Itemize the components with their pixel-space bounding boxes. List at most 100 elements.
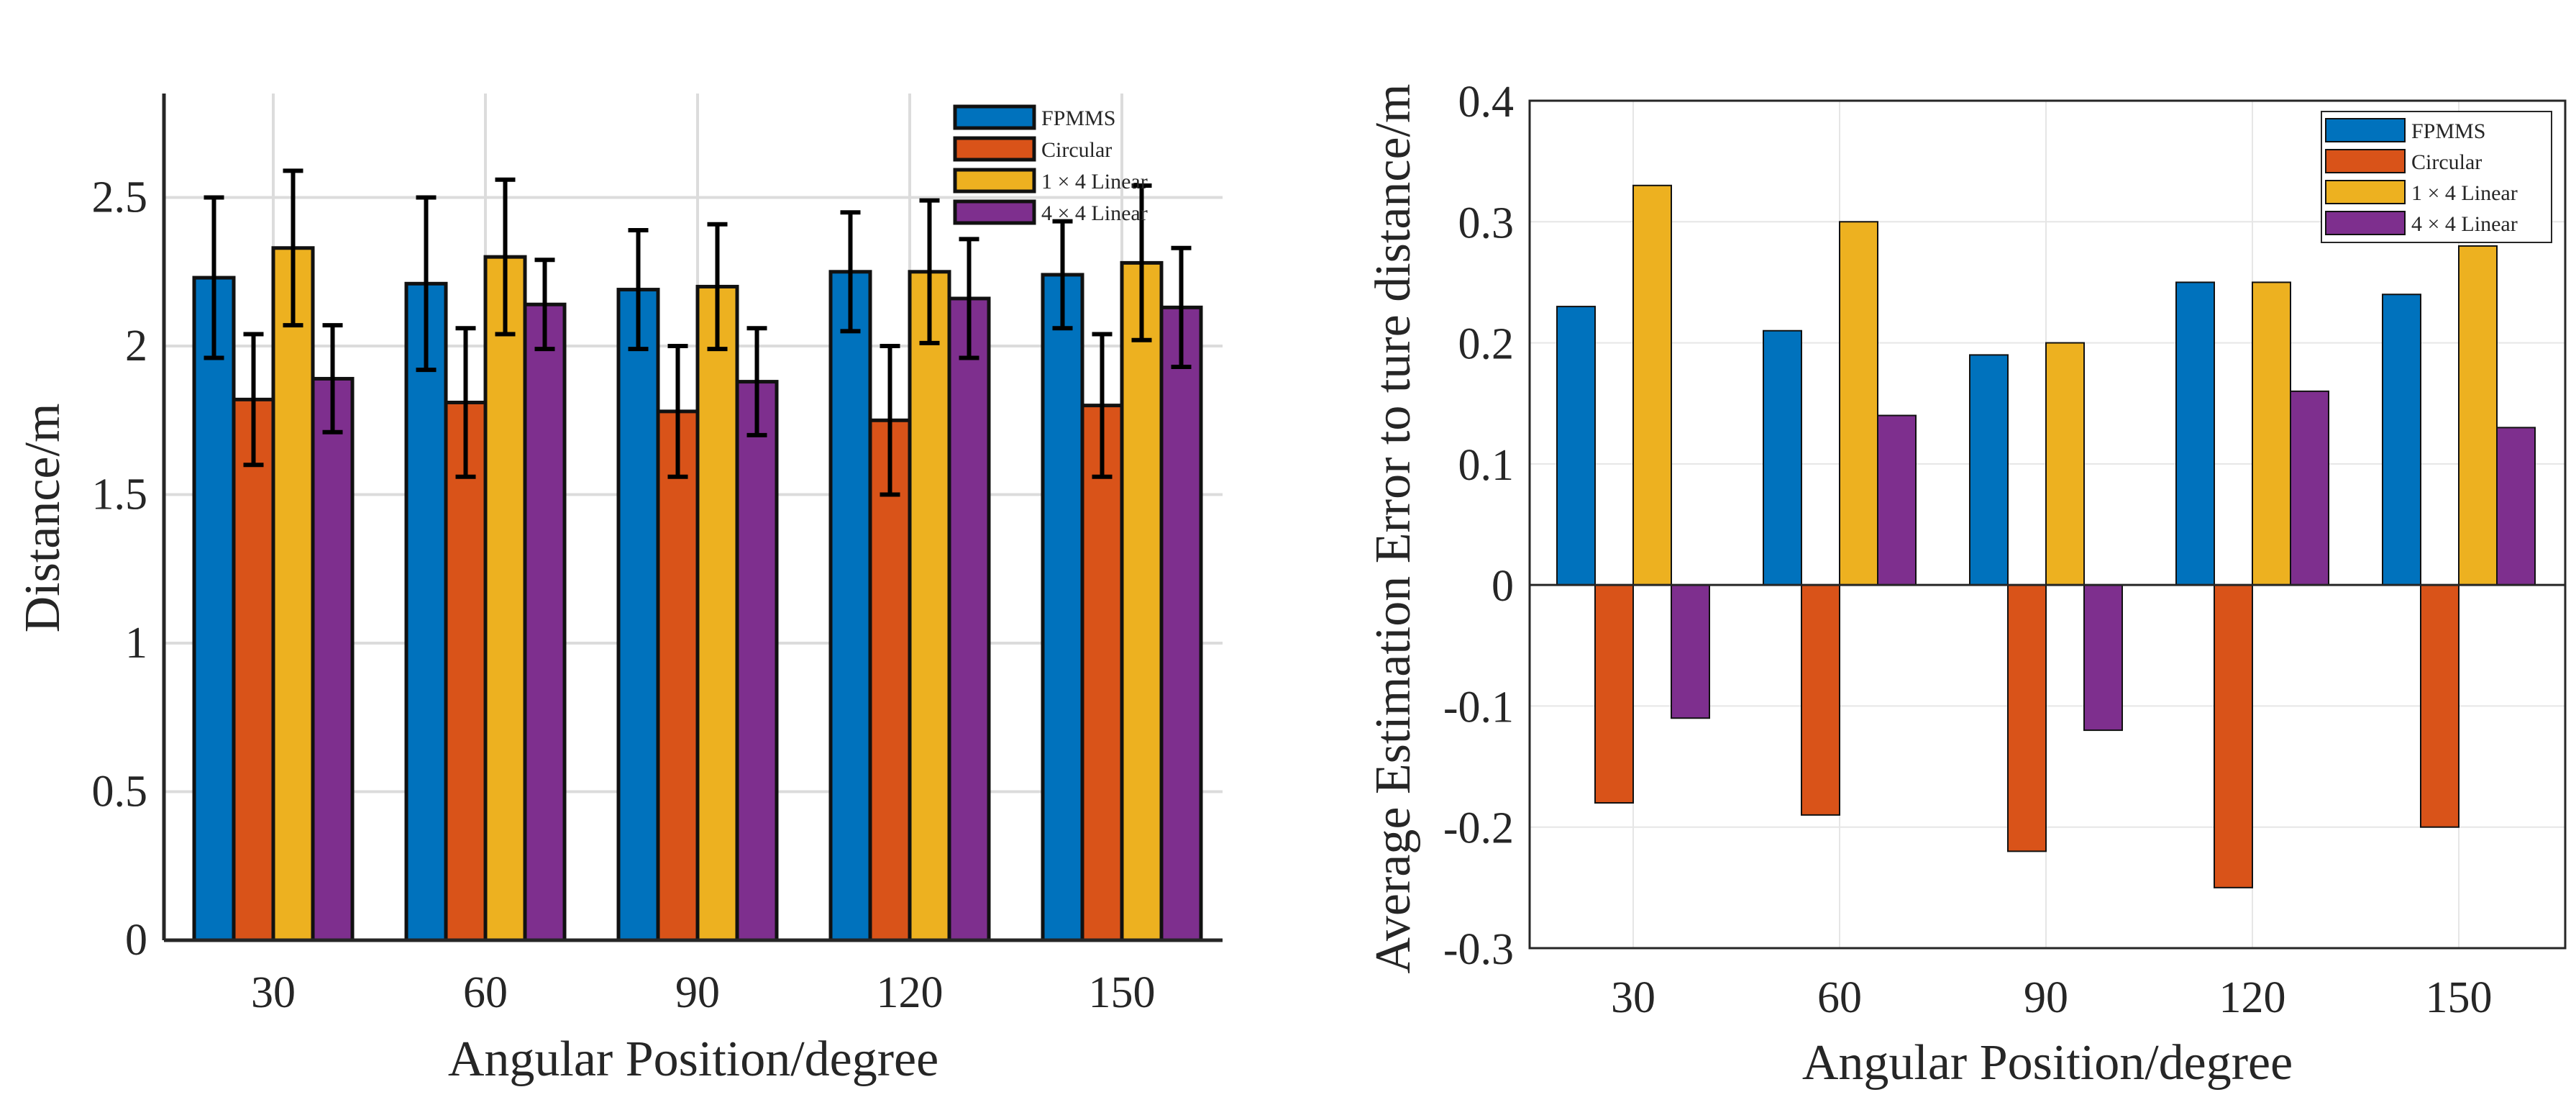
- y-tick-label: 2: [125, 322, 147, 370]
- svg-text:1 × 4 Linear: 1 × 4 Linear: [1041, 170, 1148, 194]
- bar: [2083, 584, 2123, 732]
- error-chart: -0.3 -0.2 -0.1 0 0.1 0.2 0.3 0.4 30 60 90 120 150 A…: [1366, 78, 2567, 1091]
- legend-entry: 4 × 4 Linear: [953, 199, 1148, 225]
- svg-text:Circular: Circular: [1041, 138, 1112, 162]
- error-bar: [455, 326, 476, 479]
- y-tick-label: -0.1: [1443, 683, 1514, 732]
- bar: [2290, 390, 2329, 586]
- plot-box: [1528, 99, 2567, 950]
- error-bar: [667, 344, 688, 479]
- bar: [1839, 221, 1878, 586]
- bar: [2458, 245, 2498, 586]
- error-bar: [840, 210, 861, 334]
- legend-entry: 1 × 4 Linear: [2325, 180, 2518, 205]
- error-bar: [919, 198, 940, 345]
- error-bar: [416, 195, 437, 373]
- svg-text:FPMMS: FPMMS: [1041, 106, 1115, 130]
- svg-text:Circular: Circular: [2411, 150, 2482, 174]
- svg-text:FPMMS: FPMMS: [2411, 119, 2485, 143]
- axes: [162, 94, 1223, 942]
- bar: [1877, 414, 1917, 586]
- bar: [828, 270, 872, 942]
- error-bar: [283, 168, 303, 328]
- error-bar: [204, 195, 224, 360]
- bar: [868, 418, 912, 942]
- bar: [444, 401, 488, 942]
- error-bars-layer: [204, 168, 1192, 497]
- svg-text:4 × 4 Linear: 4 × 4 Linear: [1041, 201, 1148, 225]
- y-tick-label: 0.2: [1458, 320, 1515, 369]
- legend: FPMMS Circular 1 × 4 Linear 4 × 4 Linear: [2321, 111, 2552, 243]
- error-bar: [495, 177, 516, 337]
- bar: [735, 380, 779, 942]
- bar: [1801, 584, 1840, 816]
- bar: [2496, 427, 2536, 586]
- error-bar: [1092, 332, 1113, 479]
- error-bar: [959, 237, 979, 360]
- bar: [1632, 184, 1672, 586]
- legend-entry: FPMMS: [2325, 118, 2485, 143]
- legend-entry: 1 × 4 Linear: [953, 168, 1148, 194]
- error-bar: [880, 344, 900, 497]
- y-tick-label: 0: [1492, 562, 1514, 611]
- x-tick-label: 150: [1089, 968, 1156, 1017]
- y-tick-label: -0.3: [1443, 925, 1514, 974]
- bar: [1041, 273, 1084, 942]
- bar: [947, 296, 991, 942]
- bars-layer: [192, 246, 1203, 942]
- error-bar: [628, 227, 649, 352]
- y-tick-label: 1.5: [92, 470, 148, 519]
- legend-entry: Circular: [953, 136, 1112, 162]
- y-tick-label: 0.3: [1458, 199, 1515, 247]
- y-axis-label: Average Estimation Error to ture distanc…: [1366, 84, 1421, 974]
- x-tick-label: 90: [675, 968, 720, 1017]
- y-tick-labels: -0.3 -0.2 -0.1 0 0.1 0.2 0.3 0.4: [1443, 78, 1514, 974]
- x-tick-label: 120: [877, 968, 944, 1017]
- bar: [2045, 342, 2085, 586]
- error-bar: [746, 326, 767, 437]
- x-tick-label: 150: [2426, 973, 2493, 1022]
- y-tick-label: 0.5: [92, 768, 148, 816]
- bar: [1556, 306, 1596, 586]
- bar: [1671, 584, 1710, 719]
- x-tick-labels: 30 60 90 120 150: [251, 968, 1156, 1017]
- bar: [2214, 584, 2253, 888]
- bar: [1763, 329, 1802, 586]
- bar: [2420, 584, 2459, 828]
- bar: [2252, 281, 2291, 586]
- bar: [2007, 584, 2047, 852]
- bar: [656, 409, 700, 942]
- bar: [483, 255, 527, 942]
- bar: [271, 246, 315, 942]
- svg-text:1 × 4 Linear: 1 × 4 Linear: [2411, 181, 2518, 205]
- bars-layer: [1556, 184, 2536, 888]
- x-tick-label: 30: [251, 968, 296, 1017]
- error-bar: [1052, 219, 1073, 331]
- y-tick-label: 0.4: [1458, 78, 1515, 127]
- x-tick-label: 90: [2024, 973, 2068, 1022]
- x-tick-label: 60: [463, 968, 508, 1017]
- bar: [908, 270, 951, 942]
- bar: [192, 276, 236, 942]
- y-tick-label: 0.1: [1458, 441, 1515, 490]
- svg-text:4 × 4 Linear: 4 × 4 Linear: [2411, 212, 2518, 236]
- x-tick-label: 60: [1817, 973, 1862, 1022]
- legend-entry: FPMMS: [953, 104, 1115, 130]
- x-axis-label: Angular Position/degree: [1802, 1035, 2293, 1091]
- y-tick-labels: 0 0.5 1 1.5 2 2.5: [92, 173, 148, 965]
- y-tick-label: 0: [125, 916, 147, 965]
- legend: FPMMS Circular 1 × 4 Linear 4 × 4 Linear: [953, 104, 1148, 225]
- bar: [1120, 260, 1164, 942]
- x-tick-label: 120: [2219, 973, 2286, 1022]
- bar: [404, 281, 448, 942]
- x-tick-label: 30: [1611, 973, 1655, 1022]
- error-bar: [707, 222, 728, 352]
- y-axis-label: Distance/m: [15, 404, 70, 633]
- bar: [1969, 354, 2009, 586]
- error-bar: [322, 323, 343, 435]
- error-bar: [1171, 245, 1192, 369]
- bar: [616, 288, 660, 942]
- y-tick-label: 2.5: [92, 173, 148, 222]
- bar: [2382, 294, 2421, 586]
